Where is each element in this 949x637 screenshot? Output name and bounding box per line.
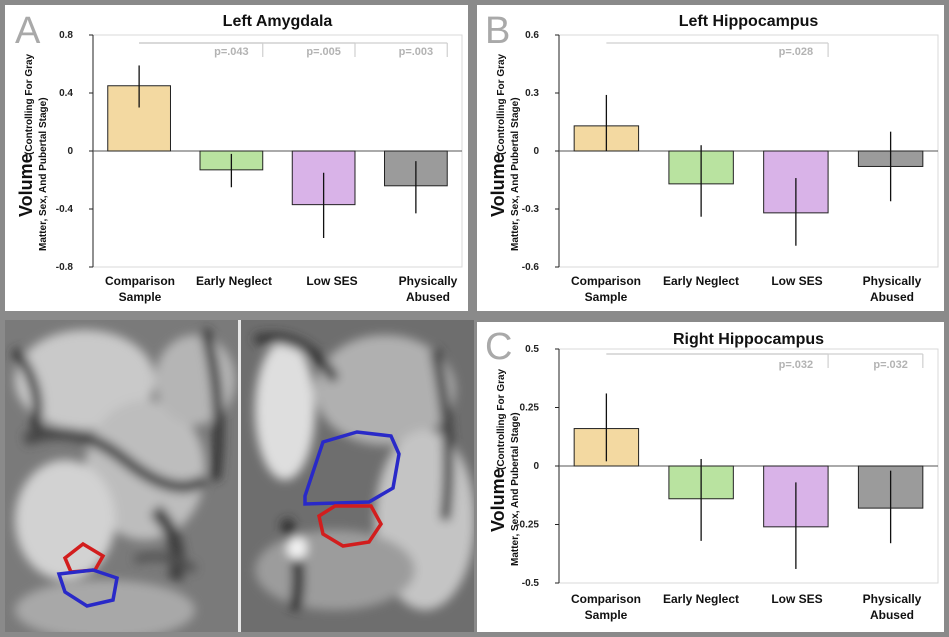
x-tick-label: Physically bbox=[863, 592, 922, 606]
panel-letter-C: C bbox=[485, 326, 512, 368]
panel-left-hippocampus: B Left Hippocampus 0.6 0.3 0 -0.3 -0.6 p=.028 Co… bbox=[477, 5, 944, 311]
brain-mri-images bbox=[5, 320, 475, 637]
p-value-label: p=.028 bbox=[779, 46, 814, 58]
y-tick-label: -0.5 bbox=[522, 578, 540, 589]
x-tick-label: Sample bbox=[119, 290, 162, 304]
x-tick-label: Abused bbox=[406, 290, 450, 304]
y-label-sub1: (Controlling For Gray bbox=[496, 53, 507, 155]
y-axis-label: Volume(Controlling For Gray Matter, Sex, … bbox=[488, 368, 521, 566]
y-tick-label: 0 bbox=[533, 146, 539, 157]
x-tick-label: Physically bbox=[863, 274, 922, 288]
x-tick-label: Abused bbox=[870, 290, 914, 304]
y-tick-label: -0.3 bbox=[522, 204, 540, 215]
y-tick-label: 0.3 bbox=[525, 88, 539, 99]
y-label-sub2: Matter, Sex, And Pubertal Stage) bbox=[510, 412, 521, 566]
chart-left-amygdala: A Left Amygdala 0.8 0.4 0 -0.4 -0.8 p=.043 p=.00… bbox=[15, 10, 463, 304]
x-tick-label: Low SES bbox=[306, 274, 357, 288]
mri-sagittal-image bbox=[241, 320, 475, 632]
x-tick-label: Early Neglect bbox=[663, 274, 739, 288]
chart-title: Right Hippocampus bbox=[673, 331, 824, 348]
panel-letter-B: B bbox=[485, 10, 510, 52]
hippocampus-outline-sagittal bbox=[303, 430, 401, 506]
y-label-sub2: Matter, Sex, And Pubertal Stage) bbox=[510, 97, 521, 251]
p-value-label: p=.043 bbox=[214, 46, 249, 58]
chart-title: Left Amygdala bbox=[223, 13, 333, 30]
y-tick-label: 0.8 bbox=[59, 30, 73, 41]
p-value-label: p=.032 bbox=[873, 359, 908, 371]
chart-right-hippocampus: C Right Hippocampus 0.5 0.25 0 -0.25 -0.5 p=.03… bbox=[485, 326, 939, 622]
y-tick-label: 0 bbox=[67, 146, 73, 157]
mri-coronal-image bbox=[5, 320, 238, 637]
chart-left-hippocampus: B Left Hippocampus 0.6 0.3 0 -0.3 -0.6 p=.028 Co… bbox=[485, 10, 939, 304]
p-value-label: p=.003 bbox=[399, 46, 434, 58]
x-tick-label: Sample bbox=[585, 290, 628, 304]
y-tick-label: 0.6 bbox=[525, 30, 539, 41]
p-value-label: p=.005 bbox=[306, 46, 341, 58]
y-tick-label: 0.25 bbox=[520, 403, 540, 414]
x-tick-label: Early Neglect bbox=[196, 274, 272, 288]
panel-right-hippocampus: C Right Hippocampus 0.5 0.25 0 -0.25 -0.5 p=.03… bbox=[477, 322, 944, 632]
y-tick-label: 0.5 bbox=[525, 344, 539, 355]
y-axis-label: Volume(Controlling For Gray Matter, Sex, … bbox=[16, 53, 49, 251]
y-tick-label: -0.4 bbox=[56, 204, 74, 215]
amygdala-outline-sagittal bbox=[317, 504, 384, 548]
y-label-sub2: Matter, Sex, And Pubertal Stage) bbox=[38, 97, 49, 251]
y-axis-label: Volume(Controlling For Gray Matter, Sex, … bbox=[488, 53, 521, 251]
y-tick-label: -0.8 bbox=[56, 262, 74, 273]
y-tick-label: 0 bbox=[533, 461, 539, 472]
y-tick-label: 0.4 bbox=[59, 88, 73, 99]
x-tick-label: Sample bbox=[585, 608, 628, 622]
panel-letter-A: A bbox=[15, 10, 41, 52]
x-tick-label: Low SES bbox=[771, 592, 822, 606]
x-tick-label: Comparison bbox=[571, 274, 641, 288]
x-tick-label: Physically bbox=[399, 274, 458, 288]
mri-image-pair bbox=[5, 320, 475, 637]
p-value-label: p=.032 bbox=[779, 359, 814, 371]
x-tick-label: Low SES bbox=[771, 274, 822, 288]
x-tick-label: Early Neglect bbox=[663, 592, 739, 606]
y-label-main: Volume bbox=[16, 153, 36, 217]
y-label-main: Volume bbox=[488, 468, 508, 532]
x-tick-label: Comparison bbox=[105, 274, 175, 288]
amygdala-outline bbox=[62, 541, 106, 574]
panel-left-amygdala: A Left Amygdala 0.8 0.4 0 -0.4 -0.8 p=.043 p=.00… bbox=[5, 5, 468, 311]
y-label-sub1: (Controlling For Gray bbox=[24, 53, 35, 155]
hippocampus-outline bbox=[56, 568, 119, 608]
y-label-main: Volume bbox=[488, 153, 508, 217]
x-tick-label: Comparison bbox=[571, 592, 641, 606]
chart-title: Left Hippocampus bbox=[679, 13, 819, 30]
y-tick-label: -0.6 bbox=[522, 262, 540, 273]
y-label-sub1: (Controlling For Gray bbox=[496, 368, 507, 470]
x-tick-label: Abused bbox=[870, 608, 914, 622]
y-tick-label: -0.25 bbox=[516, 520, 539, 531]
